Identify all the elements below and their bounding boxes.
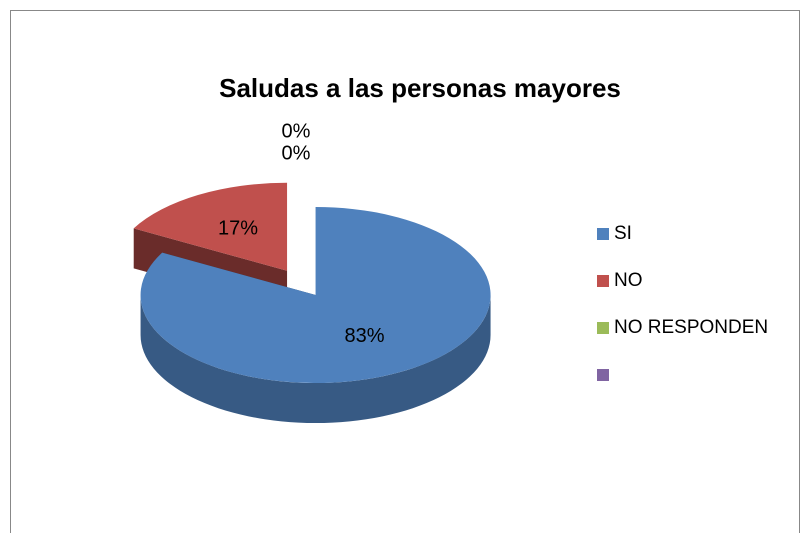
data-label: 83% (345, 325, 385, 347)
legend-label: SI (614, 223, 632, 244)
slice-side (140, 295, 491, 424)
slice-top (133, 182, 288, 271)
legend-label: NO RESPONDEN (614, 317, 768, 338)
legend-swatch (597, 275, 609, 287)
slice-top (140, 207, 491, 384)
data-label: 0% (282, 142, 311, 164)
legend-swatch (597, 322, 609, 334)
data-label: 0% (282, 120, 311, 142)
legend-label: NO (614, 270, 643, 291)
chart-title: Saludas a las personas mayores (219, 73, 621, 103)
legend-swatch (597, 228, 609, 240)
legend-swatch (597, 369, 609, 381)
data-label: 17% (218, 217, 258, 239)
pie-slice (140, 207, 491, 424)
